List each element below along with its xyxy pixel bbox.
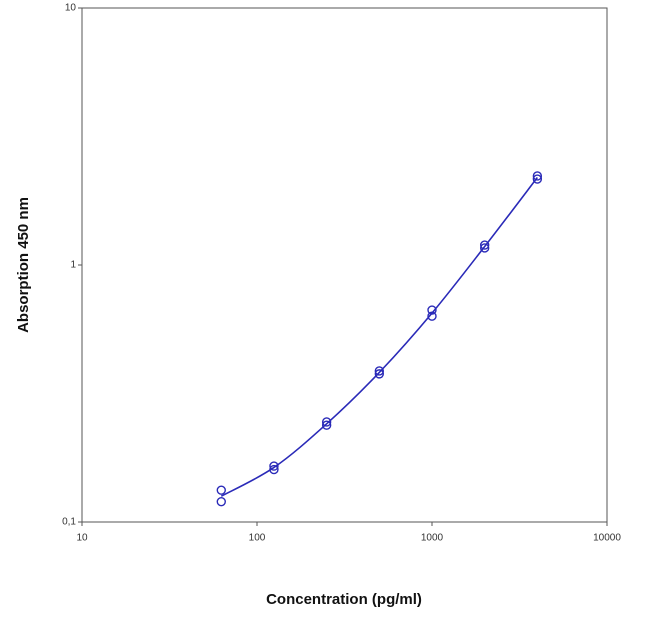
data-point (479, 243, 490, 253)
data-point (321, 417, 332, 427)
data-point (216, 496, 226, 507)
x-tick-label: 10000 (593, 533, 621, 544)
x-axis-title: Concentration (pg/ml) (266, 591, 422, 608)
y-tick-label: 1 (70, 260, 76, 271)
x-tick-label: 100 (249, 533, 266, 544)
data-point (321, 420, 332, 430)
y-tick-label: 10 (65, 3, 77, 14)
x-tick-label: 10 (76, 533, 88, 544)
data-point (216, 485, 226, 495)
data-point (532, 174, 543, 184)
data-point (374, 369, 385, 379)
plot-frame (81, 7, 608, 523)
data-point (374, 366, 385, 376)
y-axis-title: Absorption 450 nm (15, 197, 32, 333)
data-point (269, 461, 279, 471)
data-point (479, 240, 490, 250)
y-tick-label: 0,1 (62, 517, 76, 528)
data-point (532, 171, 543, 181)
x-tick-label: 1000 (421, 533, 444, 544)
fit-curve (220, 177, 538, 497)
